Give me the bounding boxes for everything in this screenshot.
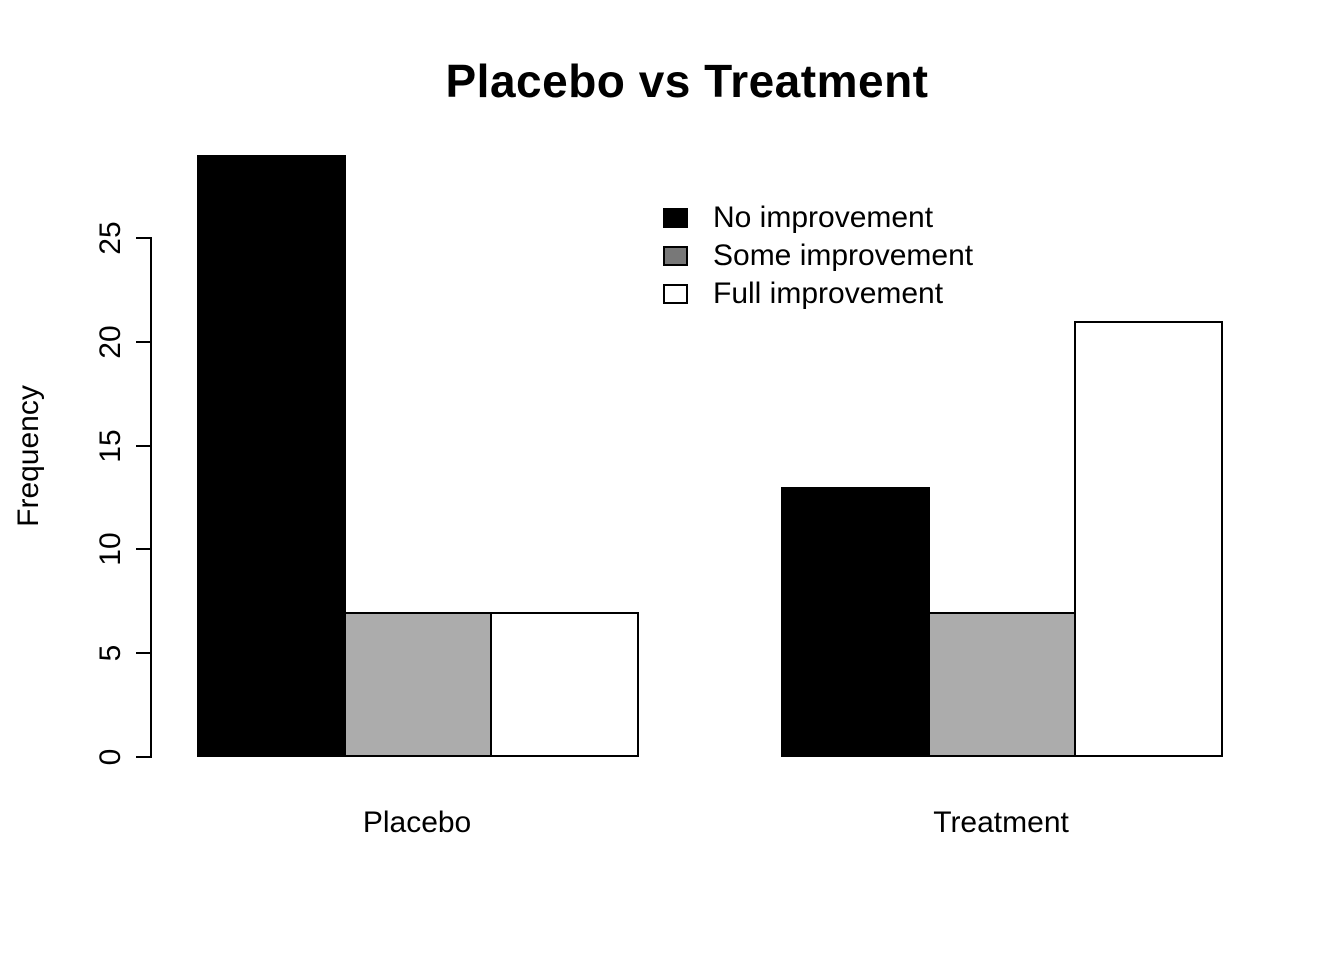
legend-swatch-full-improvement bbox=[663, 284, 688, 304]
y-tick-20 bbox=[136, 340, 150, 343]
y-tick-0 bbox=[136, 756, 150, 758]
legend: No improvement Some improvement Full impro… bbox=[663, 199, 973, 313]
bar-placebo-full-improvement bbox=[490, 611, 640, 757]
bar-placebo-some-improvement bbox=[343, 611, 493, 757]
y-axis-title: Frequency bbox=[12, 385, 45, 527]
x-label-treatment: Treatment bbox=[933, 806, 1069, 839]
y-tick-label-0: 0 bbox=[94, 748, 127, 766]
y-tick-label-5: 5 bbox=[94, 644, 127, 662]
bar-placebo-no-improvement bbox=[197, 154, 346, 757]
bar-treatment-no-improvement bbox=[781, 487, 930, 757]
y-tick-label-25: 25 bbox=[94, 221, 127, 255]
y-tick-label-10: 10 bbox=[94, 532, 127, 567]
y-tick-25 bbox=[136, 237, 150, 239]
legend-swatch-no-improvement bbox=[663, 208, 688, 228]
bar-treatment-some-improvement bbox=[927, 611, 1077, 757]
y-tick-5 bbox=[136, 652, 150, 655]
y-tick-label-15: 15 bbox=[94, 428, 127, 463]
x-label-placebo: Placebo bbox=[362, 806, 472, 839]
legend-swatch-some-improvement bbox=[663, 246, 688, 266]
bar-treatment-full-improvement bbox=[1074, 321, 1224, 757]
legend-row-some-improvement: Some improvement bbox=[663, 237, 973, 275]
chart-title: Placebo vs Treatment bbox=[445, 55, 929, 107]
y-tick-label-20: 20 bbox=[94, 325, 127, 359]
legend-row-full-improvement: Full improvement bbox=[663, 275, 973, 313]
y-tick-10 bbox=[136, 548, 150, 551]
y-axis-line bbox=[150, 237, 152, 758]
legend-label-no-improvement: No improvement bbox=[713, 201, 934, 234]
legend-label-some-improvement: Some improvement bbox=[713, 239, 974, 272]
legend-label-full-improvement: Full improvement bbox=[713, 277, 944, 310]
legend-row-no-improvement: No improvement bbox=[663, 199, 973, 237]
y-tick-15 bbox=[136, 444, 150, 447]
